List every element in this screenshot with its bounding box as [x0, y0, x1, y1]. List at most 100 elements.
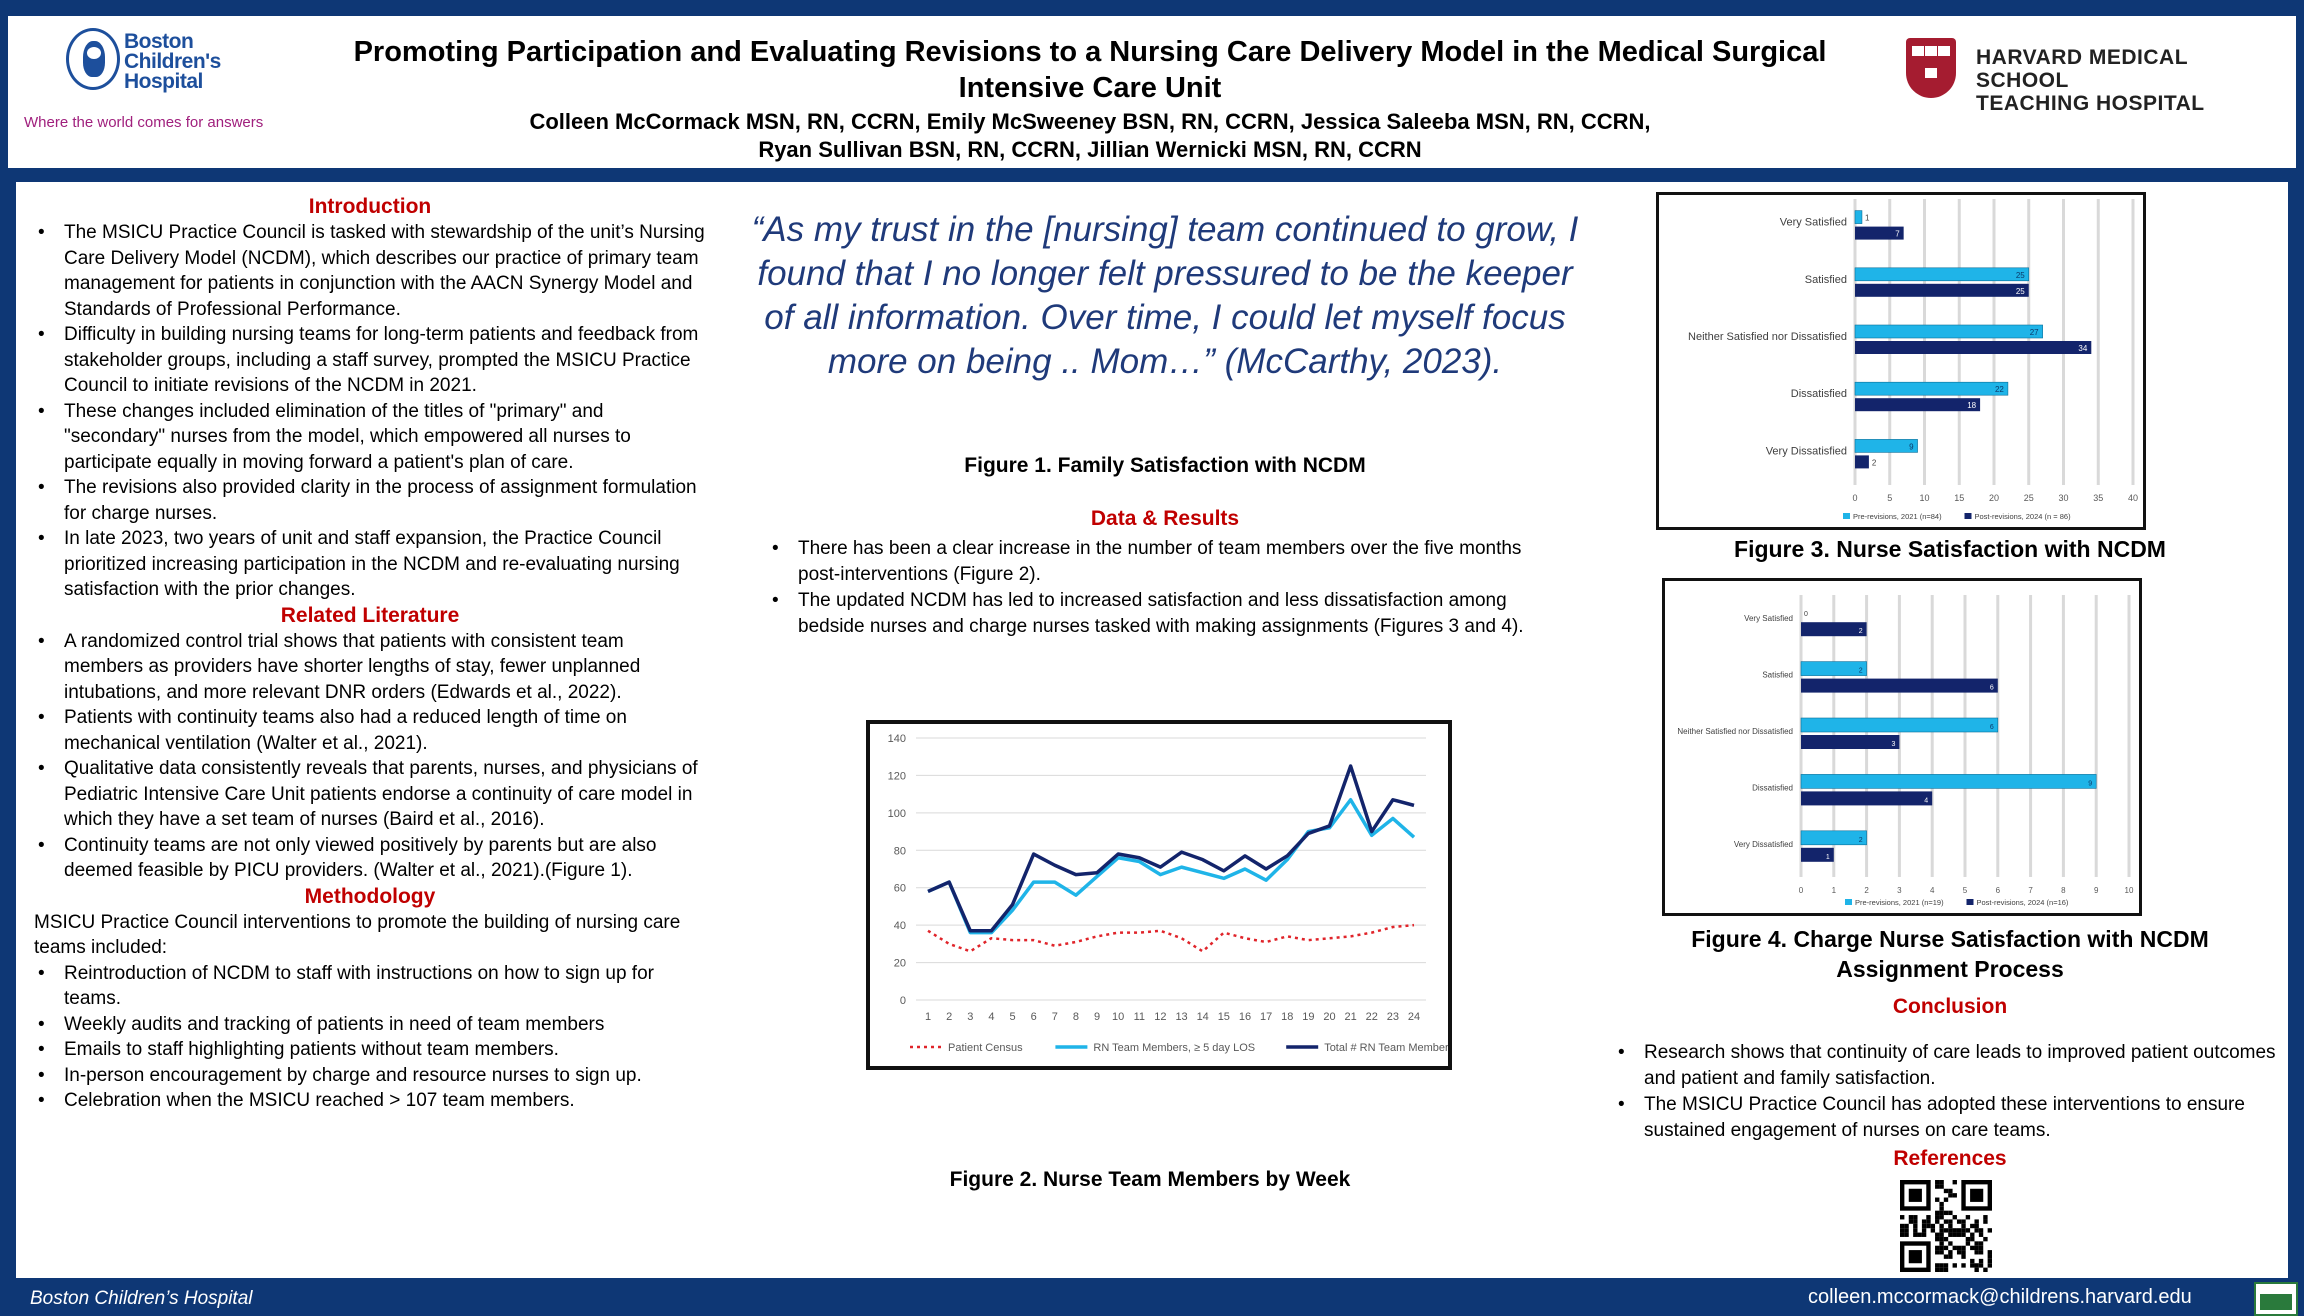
qr-module: [1935, 1219, 1940, 1224]
footer-band: [0, 1278, 2304, 1316]
category-label: Satisfied: [1805, 274, 1847, 286]
qr-module: [1943, 1228, 1949, 1233]
left-border: [0, 182, 16, 1278]
list-item: Continuity teams are not only viewed pos…: [34, 833, 706, 884]
x-tick-label: 12: [1154, 1011, 1166, 1023]
figure-3-svg: 0 5 10 15 20 25 30 35 40 Very Satisfied 1 7 Satisfie…: [1688, 199, 2138, 521]
qr-module: [1983, 1215, 1988, 1220]
figure-4-caption: Figure 4. Charge Nurse Satisfaction with…: [1691, 926, 2209, 982]
methodology-list: Reintroduction of NCDM to staff with ins…: [34, 961, 706, 1114]
data-label: 34: [2078, 344, 2087, 353]
category-label: Neither Satisfied nor Dissatisfied: [1688, 331, 1847, 343]
data-label: 6: [1990, 724, 1994, 731]
methodology-title: Methodology: [304, 884, 436, 908]
qr-module: [1974, 1267, 1979, 1272]
data-label: 7: [1895, 230, 1900, 239]
right-border: [2288, 182, 2304, 1278]
qr-module: [1939, 1267, 1944, 1272]
category-label: Very Satisfied: [1744, 614, 1793, 623]
qr-module: [1974, 1219, 1979, 1224]
bar: [1855, 398, 1981, 412]
y-tick-label: 80: [894, 845, 906, 857]
qr-module: [1943, 1219, 1949, 1224]
series-line: [927, 798, 1416, 935]
qr-module: [1939, 1245, 1944, 1251]
qr-module: [1935, 1245, 1940, 1251]
data-label: 9: [2088, 780, 2092, 787]
x-tick-label: 9: [2094, 886, 2099, 895]
list-item: The updated NCDM has led to increased sa…: [768, 588, 1558, 640]
qr-module: [1948, 1241, 1953, 1246]
qr-module: [1948, 1210, 1953, 1216]
qr-module: [1939, 1206, 1944, 1211]
list-item: Emails to staff highlighting patients wi…: [34, 1037, 706, 1063]
qr-module: [1948, 1228, 1953, 1233]
hms-line-2: TEACHING HOSPITAL: [1976, 92, 2205, 115]
data-label: 0: [1804, 611, 1808, 618]
introduction-title: Introduction: [308, 195, 432, 218]
figure-2-chart: 0 20 40 60 80 100 120 140 1 2 3 4 5 6 7 8 9 10 11 12 13 14 15 1…: [866, 720, 1455, 1070]
qr-module: [1939, 1184, 1944, 1189]
data-label: 18: [1967, 401, 1976, 410]
legend-entry: Post-revisions, 2024 (n = 86): [1975, 512, 2072, 521]
logo-tagline: Where the world comes for answers: [24, 114, 264, 131]
qr-module: [1978, 1263, 1984, 1268]
figure-1-caption: Figure 1. Family Satisfaction with NCDM: [964, 454, 1366, 477]
data-label: 25: [2016, 271, 2025, 280]
qr-module: [1939, 1263, 1944, 1268]
y-tick-label: 40: [894, 920, 906, 932]
x-tick-label: 6: [1996, 886, 2001, 895]
x-tick-label: 4: [988, 1011, 994, 1023]
bar: [1854, 267, 2030, 282]
category-label: Very Dissatisfied: [1766, 445, 1847, 457]
list-item: A randomized control trial shows that pa…: [34, 629, 706, 706]
qr-module: [1956, 1232, 1962, 1237]
qr-module: [1913, 1215, 1918, 1220]
boston-childrens-logo: Boston Children's Hospital: [66, 28, 246, 98]
bar: [1854, 324, 2043, 339]
footer-hospital-name: Boston Children’s Hospital: [30, 1288, 253, 1309]
references-qr-code[interactable]: [1900, 1180, 1992, 1272]
bar: [1801, 622, 1867, 637]
x-tick-label: 17: [1260, 1011, 1272, 1023]
qr-module: [1921, 1228, 1927, 1233]
x-tick-label: 0: [1852, 493, 1857, 503]
x-tick-label: 10: [1919, 493, 1929, 503]
x-tick-label: 2: [946, 1011, 952, 1023]
figure-3-caption: Figure 3. Nurse Satisfaction with NCDM: [1734, 536, 2166, 562]
qr-module: [1935, 1210, 1940, 1216]
qr-module: [1939, 1236, 1944, 1242]
bar: [1800, 717, 1999, 733]
category-label: Very Dissatisfied: [1734, 840, 1793, 849]
qr-module: [1939, 1180, 1944, 1185]
category-label: Very Satisfied: [1780, 217, 1847, 229]
top-band: [0, 0, 2304, 16]
qr-module: [1939, 1223, 1944, 1229]
qr-module: [1935, 1250, 1940, 1255]
qr-module: [1952, 1215, 1957, 1220]
x-tick-label: 35: [2093, 493, 2103, 503]
mother-child-logo-icon: [66, 28, 120, 90]
title-line-1: Promoting Participation and Evaluating R…: [353, 36, 1827, 68]
references-title: References: [1893, 1147, 2007, 1170]
qr-module: [1978, 1250, 1984, 1255]
hms-line-1: HARVARD MEDICAL SCHOOL: [1976, 46, 2188, 92]
bar: [1855, 455, 1869, 469]
qr-module: [1974, 1250, 1979, 1255]
bar: [1800, 830, 1867, 846]
data-label: 3: [1891, 741, 1895, 748]
legend-swatch: [1964, 513, 1972, 519]
legend-entry: Pre-revisions, 2021 (n=19): [1855, 898, 1944, 907]
legend-entry: Patient Census: [948, 1042, 1023, 1054]
y-tick-label: 0: [900, 995, 906, 1007]
list-item: Reintroduction of NCDM to staff with ins…: [34, 961, 706, 1012]
x-tick-label: 3: [1897, 886, 1902, 895]
qr-module: [1948, 1254, 1953, 1259]
x-tick-label: 15: [1954, 493, 1964, 503]
bar: [1801, 847, 1834, 862]
bar: [1801, 735, 1900, 749]
footer-email[interactable]: colleen.mccormack@childrens.harvard.edu: [1808, 1286, 2192, 1308]
qr-module: [1987, 1258, 1992, 1264]
list-item: There has been a clear increase in the n…: [768, 536, 1558, 588]
qr-module: [1935, 1267, 1940, 1272]
